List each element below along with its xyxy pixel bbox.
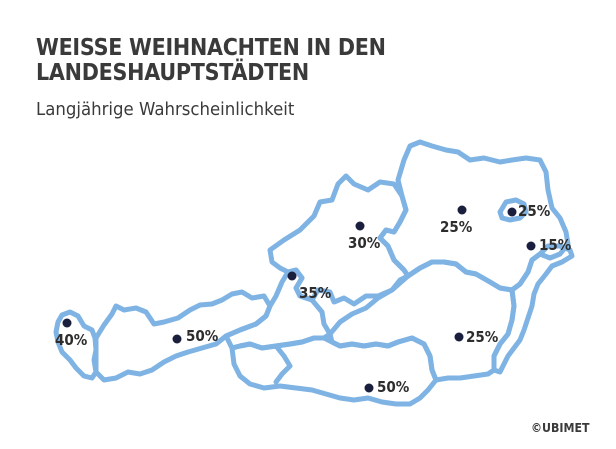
state-border-wien <box>497 197 529 223</box>
state-border-steiermark <box>327 259 517 383</box>
label-tirol: 50% <box>186 327 219 345</box>
state-border-inner <box>273 343 293 385</box>
label-niederoesterreich: 25% <box>440 218 473 236</box>
subtitle: Langjährige Wahrscheinlichkeit <box>36 99 295 120</box>
label-burgenland: 15% <box>539 236 572 254</box>
city-dot-wien <box>507 207 517 217</box>
city-dot-eisenstadt <box>526 241 536 251</box>
city-dot-bregenz <box>62 318 72 328</box>
city-dot-graz <box>454 332 464 342</box>
title-line-1: WEISSE WEIHNACHTEN IN DEN <box>36 35 386 61</box>
city-dot-innsbruck <box>172 334 182 344</box>
state-border-tirol <box>93 289 273 383</box>
label-steiermark: 25% <box>466 328 499 346</box>
state-border-oberoesterreich <box>267 173 411 307</box>
copyright: ©UBIMET <box>531 421 590 435</box>
state-border-burgenland <box>491 243 575 375</box>
page-title: WEISSE WEIHNACHTEN IN DEN LANDESHAUPTSTÄD… <box>36 36 386 86</box>
label-kaernten: 50% <box>377 378 410 396</box>
city-dot-st-poelten <box>457 205 467 215</box>
label-oberoesterreich: 30% <box>348 234 381 252</box>
title-line-2: LANDESHAUPTSTÄDTEN <box>36 60 309 86</box>
state-border-kaernten <box>229 335 439 407</box>
city-dot-klagenfurt <box>364 383 374 393</box>
label-wien: 25% <box>518 202 551 220</box>
label-vorarlberg: 40% <box>55 331 88 349</box>
city-dot-linz <box>355 221 365 231</box>
label-salzburg: 35% <box>299 284 332 302</box>
city-dot-salzburg <box>287 271 297 281</box>
